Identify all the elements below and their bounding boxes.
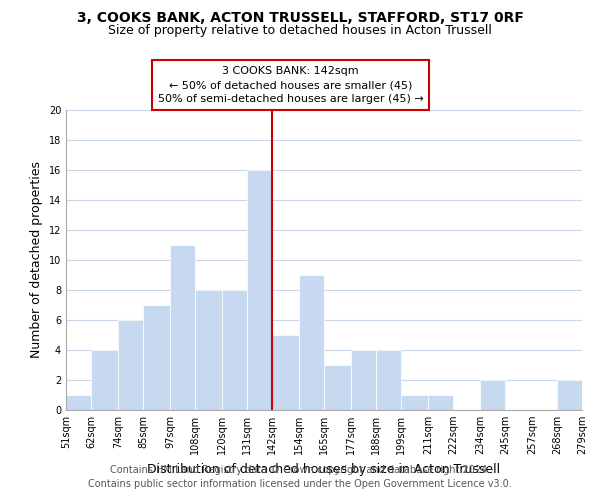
Bar <box>195 290 222 410</box>
Bar <box>351 350 376 410</box>
Text: Size of property relative to detached houses in Acton Trussell: Size of property relative to detached ho… <box>108 24 492 37</box>
Bar <box>91 350 118 410</box>
Bar <box>401 395 428 410</box>
Bar <box>299 275 324 410</box>
Bar <box>428 395 453 410</box>
Y-axis label: Number of detached properties: Number of detached properties <box>30 162 43 358</box>
Bar <box>557 380 582 410</box>
Bar <box>118 320 143 410</box>
Bar <box>66 395 91 410</box>
Bar <box>272 335 299 410</box>
X-axis label: Distribution of detached houses by size in Acton Trussell: Distribution of detached houses by size … <box>148 462 500 475</box>
Bar <box>170 245 195 410</box>
Text: 3, COOKS BANK, ACTON TRUSSELL, STAFFORD, ST17 0RF: 3, COOKS BANK, ACTON TRUSSELL, STAFFORD,… <box>77 12 523 26</box>
Text: Contains HM Land Registry data © Crown copyright and database right 2024.
Contai: Contains HM Land Registry data © Crown c… <box>88 465 512 489</box>
Bar <box>222 290 247 410</box>
Bar <box>480 380 505 410</box>
Bar <box>324 365 351 410</box>
Bar <box>376 350 401 410</box>
Bar <box>247 170 272 410</box>
Bar <box>143 305 170 410</box>
Text: 3 COOKS BANK: 142sqm
← 50% of detached houses are smaller (45)
50% of semi-detac: 3 COOKS BANK: 142sqm ← 50% of detached h… <box>158 66 424 104</box>
